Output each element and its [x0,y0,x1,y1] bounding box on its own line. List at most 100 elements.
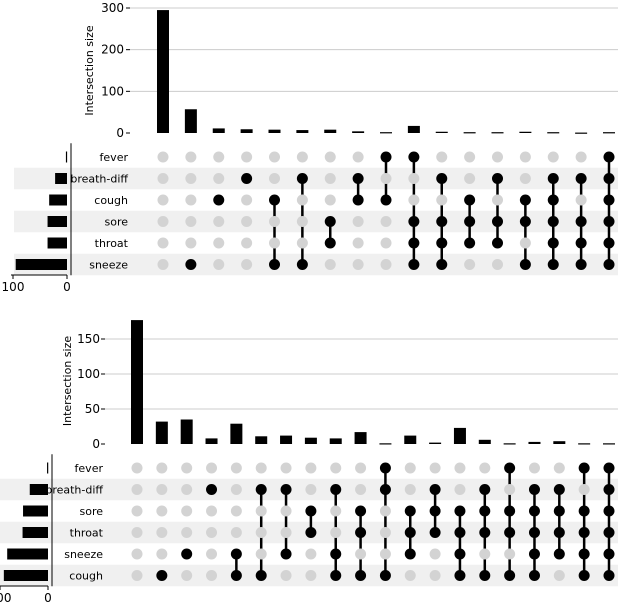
membership-dot-empty [379,527,391,538]
membership-dot-filled [156,570,168,581]
membership-dot-filled [464,216,476,227]
intersection-bar [296,130,309,133]
size-tick-label: 0 [63,280,71,294]
membership-dot-empty [404,462,416,474]
intersection-bar [435,131,448,133]
membership-dot-empty [305,548,317,560]
membership-dot-empty [355,462,367,474]
membership-dot-filled [269,194,280,206]
row-stripe [14,253,618,276]
membership-dot-filled [528,570,540,581]
membership-dot-empty [185,237,197,249]
intersection-bar [268,129,281,133]
row-stripe [14,167,618,190]
membership-dot-filled [547,216,559,227]
intersection-bar [603,132,615,134]
membership-dot-empty [355,548,367,560]
membership-dot-empty [157,237,169,249]
membership-dot-empty [213,237,225,249]
membership-dot-filled [352,194,364,206]
membership-dot-filled [305,527,317,538]
membership-dot-empty [157,173,169,184]
membership-dot-filled [578,462,590,474]
y-axis-label: Intersection size [61,336,74,426]
intersection-bar [553,441,566,444]
membership-dot-filled [504,505,516,517]
intersection-bar [463,132,476,134]
membership-dot-empty [230,462,242,474]
membership-dot-filled [464,194,476,206]
membership-dot-empty [230,505,242,517]
membership-dot-empty [213,216,225,227]
membership-dot-empty [380,259,392,270]
membership-dot-empty [379,505,391,517]
membership-dot-empty [131,484,143,495]
membership-dot-empty [131,548,143,560]
membership-dot-filled [408,259,420,270]
membership-dot-filled [603,527,615,538]
membership-dot-empty [575,194,587,206]
membership-dot-filled [404,527,416,538]
membership-dot-empty [553,570,565,581]
membership-dot-filled [296,173,308,184]
membership-dot-empty [181,505,193,517]
membership-dot-empty [241,194,253,206]
membership-dot-filled [603,484,615,495]
membership-dot-empty [230,527,242,538]
membership-dot-empty [492,194,503,206]
membership-dot-filled [492,216,503,227]
intersection-bar [184,109,197,133]
membership-dot-empty [181,527,193,538]
y-tick-label: 0 [116,126,124,140]
membership-dot-empty [575,151,587,163]
membership-dot-empty [464,259,476,270]
membership-dot-filled [547,237,559,249]
membership-dot-filled [230,570,242,581]
membership-dot-filled [454,527,466,538]
membership-dot-filled [547,194,559,206]
membership-dot-empty [269,151,280,163]
membership-dot-empty [553,462,565,474]
set-size-bar [55,173,67,184]
membership-dot-filled [355,527,367,538]
membership-dot-empty [404,570,416,581]
intersection-bar [324,129,337,133]
membership-dot-filled [603,237,615,249]
set-label: throat [95,237,129,250]
y-tick-label: 50 [85,402,100,416]
membership-dot-filled [255,484,267,495]
intersection-bar [157,10,169,133]
intersection-bar [304,437,317,444]
membership-dot-empty [280,505,292,517]
membership-dot-empty [504,484,516,495]
membership-dot-filled [504,462,516,474]
membership-dot-filled [429,527,441,538]
upset-chart-1: 0 100 200 300 Intersection size fever breath-d… [2,1,618,294]
membership-dot-empty [185,173,197,184]
membership-dot-empty [280,527,292,538]
membership-dot-empty [408,194,420,206]
y-tick-label: 200 [101,43,124,57]
membership-dot-empty [324,151,336,163]
intersection-bar [547,132,560,134]
intersection-bar [180,419,193,444]
membership-dot-filled [578,570,590,581]
membership-dot-filled [255,570,267,581]
membership-dot-filled [603,570,615,581]
membership-dot-empty [492,151,503,163]
set-size-bar [47,237,67,249]
set-label: cough [94,194,128,207]
membership-dot-empty [213,173,225,184]
membership-dot-empty [269,237,280,249]
membership-dot-empty [185,216,197,227]
membership-dot-filled [578,505,590,517]
membership-dot-empty [241,259,253,270]
membership-dot-filled [492,237,503,249]
membership-dot-filled [553,548,565,560]
membership-dot-filled [296,259,308,270]
membership-dot-filled [492,173,503,184]
membership-dot-empty [479,462,491,474]
intersection-bar [380,132,392,134]
membership-dot-empty [324,194,336,206]
membership-dot-empty [352,259,364,270]
